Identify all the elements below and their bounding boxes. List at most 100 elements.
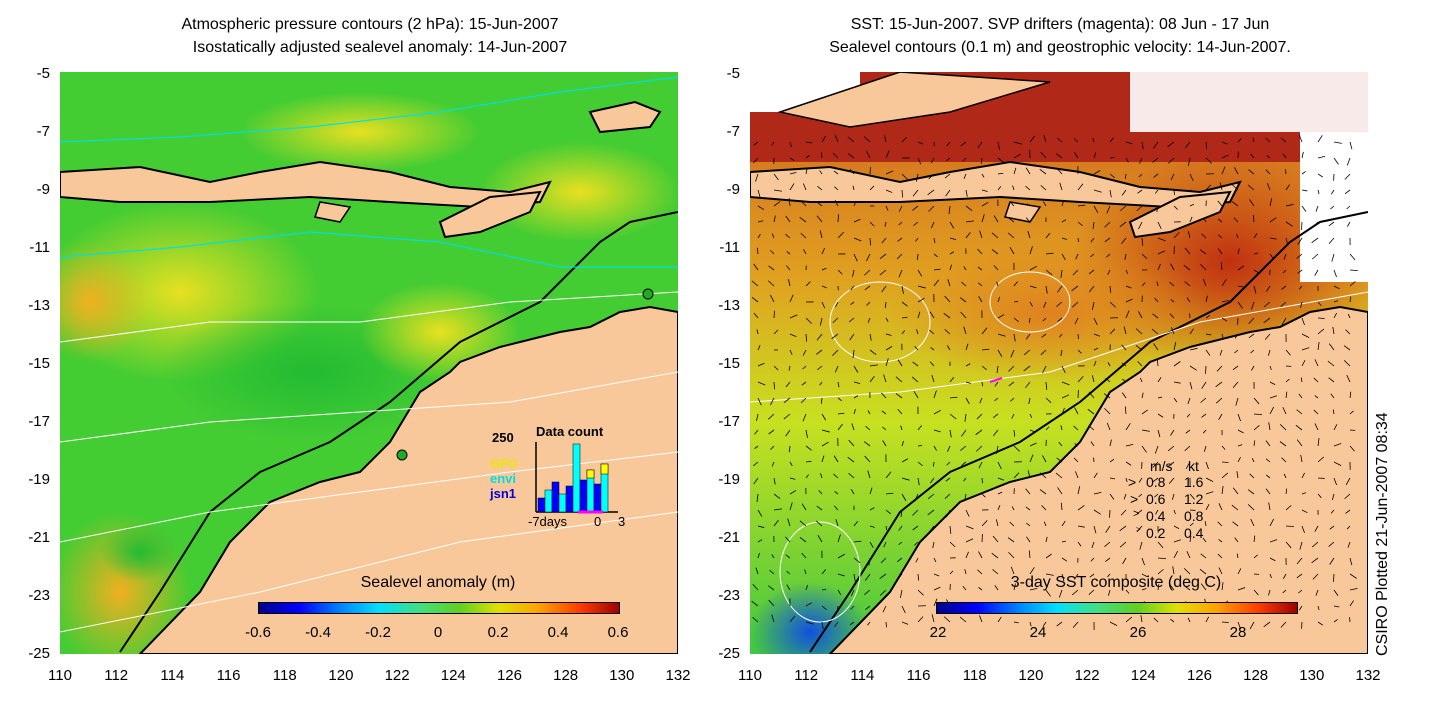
velocity-arrow [1248,333,1255,339]
velocity-kt-2: 1.2 [1184,491,1204,507]
velocity-arrow [1313,409,1319,415]
velocity-arrow [1301,333,1310,339]
velocity-arrow [834,621,839,628]
velocity-arrow [819,317,823,326]
velocity-arrow [944,493,951,500]
velocity-arrow [1200,583,1207,591]
velocity-arrow [1125,616,1133,623]
velocity-arrow [884,221,887,227]
velocity-arrow [1104,407,1111,415]
velocity-arrow [1285,221,1293,227]
velocity-arrow [1237,248,1240,255]
velocity-arrow [1312,573,1319,580]
velocity-arrow [1330,393,1335,399]
velocity-arrow [1071,589,1079,596]
velocity-arrow [1333,573,1335,582]
velocity-arrow [949,525,952,534]
velocity-arrow [1333,312,1337,319]
velocity-arrow [1157,377,1162,383]
velocity-arrow [848,317,855,323]
velocity-arrow [1045,589,1051,597]
y-tick-label: -15 [718,355,740,372]
left-map [60,72,678,654]
velocity-arrow [1232,365,1239,371]
velocity-arrow [1299,301,1303,309]
velocity-arrow [933,445,937,451]
velocity-arrow [864,455,871,463]
velocity-arrow [1269,198,1273,207]
velocity-arrow [757,381,766,386]
velocity-arrow [866,253,871,262]
velocity-arrow [1237,138,1242,143]
velocity-arrow [847,136,855,143]
velocity-arrow [931,614,935,623]
velocity-arrow [1106,253,1111,258]
velocity-legend-header-ms: m/s [1150,458,1173,474]
velocity-arrow [1280,621,1287,628]
velocity-arrow [821,455,825,463]
velocity-arrow [1061,573,1065,582]
velocity-arrow [1056,457,1063,463]
velocity-arrow [789,172,797,175]
velocity-arrow [1029,265,1037,271]
velocity-arrow [997,186,1002,191]
velocity-arrow [1301,171,1306,175]
velocity-arrow [1157,557,1166,560]
velocity-arrow [1265,137,1271,143]
velocity-arrow [1221,582,1224,591]
velocity-arrow [901,330,906,335]
velocity-arrow [994,397,999,402]
velocity-arrow [1157,221,1162,229]
velocity-arrow [1311,541,1319,548]
velocity-arrow [805,141,813,144]
velocity-arrow [1060,502,1063,511]
velocity-arrow [1315,589,1319,596]
velocity-arrow [1295,424,1303,431]
x-tick-label: 130 [609,667,635,684]
colorbar-tick-label: 0.2 [487,624,509,641]
velocity-arrow [1008,217,1015,223]
velocity-arrow [1266,183,1271,191]
velocity-arrow [1344,189,1351,195]
velocity-arrow [1187,617,1191,623]
velocity-arrow [1314,525,1319,532]
velocity-arrow [1056,167,1063,175]
velocity-arrow [785,536,791,543]
x-tick-label: 112 [104,667,129,684]
velocity-arrow [1317,301,1322,307]
x-tick-label: 118 [962,667,987,684]
velocity-arrow [1345,329,1351,335]
velocity-arrow [949,541,956,548]
velocity-arrow [1205,295,1208,303]
velocity-arrow [959,616,967,623]
velocity-arrow [1125,477,1128,483]
velocity-arrow [997,461,1002,470]
velocity-arrow [1141,557,1145,566]
velocity-arrow [1077,237,1080,243]
velocity-arrow [917,461,923,466]
velocity-arrow [1124,406,1127,415]
velocity-arrow [1349,269,1358,272]
velocity-arrow [1183,585,1191,591]
right-colorbar-title: 3-day SST composite (deg C) [1010,574,1222,591]
velocity-arrow [773,201,781,207]
velocity-kt-1: 1.6 [1184,474,1204,490]
velocity-arrow [1344,173,1351,180]
velocity-arrow [933,268,941,271]
velocity-arrow [768,413,775,420]
velocity-arrow [833,473,839,479]
velocity-arrow [837,214,839,223]
velocity-arrow [1073,425,1079,431]
velocity-arrow [915,237,919,242]
velocity-arrow [1218,503,1223,511]
velocity-arrow [981,477,983,484]
velocity-arrow [1205,491,1214,495]
x-tick-label: 126 [1186,667,1212,684]
velocity-arrow [879,573,887,580]
velocity-arrow [1221,317,1228,322]
velocity-arrow [818,490,823,495]
velocity-arrow [1138,477,1143,483]
velocity-arrow [1269,381,1276,386]
velocity-arrow [1281,285,1287,290]
velocity-arrow [833,170,839,175]
